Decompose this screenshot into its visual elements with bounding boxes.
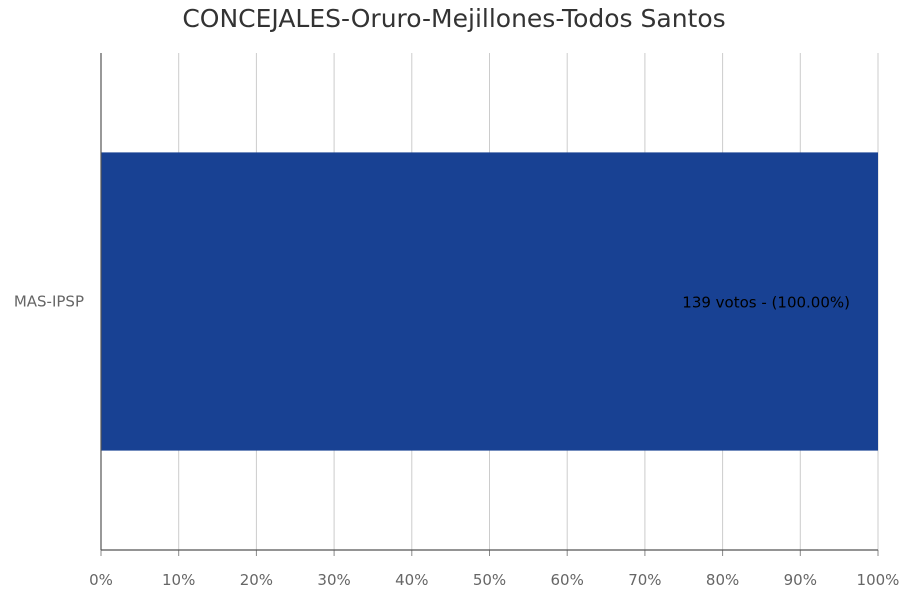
axes (100, 53, 879, 556)
x-tick-label: 30% (317, 571, 350, 589)
category-labels: MAS-IPSP (14, 293, 84, 311)
data-labels: 139 votos - (100.00%) (682, 294, 850, 312)
bars (101, 152, 878, 451)
x-tick-labels: 0% 10% 20% 30% 40% 50% 60% 70% 80% 90% 100% (89, 571, 899, 589)
bar (101, 152, 878, 451)
x-tick-label: 40% (395, 571, 428, 589)
x-tick-label: 20% (240, 571, 273, 589)
x-tick-label: 0% (89, 571, 113, 589)
x-tick-label: 10% (162, 571, 195, 589)
x-tick-label: 100% (857, 571, 900, 589)
x-tick-label: 60% (551, 571, 584, 589)
data-label: 139 votos - (100.00%) (682, 294, 850, 312)
category-label: MAS-IPSP (14, 293, 84, 311)
chart-title: CONCEJALES-Oruro-Mejillones-Todos Santos (182, 4, 726, 33)
x-tick-label: 90% (784, 571, 817, 589)
x-tick-label: 80% (706, 571, 739, 589)
x-tick-label: 70% (628, 571, 661, 589)
x-tick-label: 50% (473, 571, 506, 589)
